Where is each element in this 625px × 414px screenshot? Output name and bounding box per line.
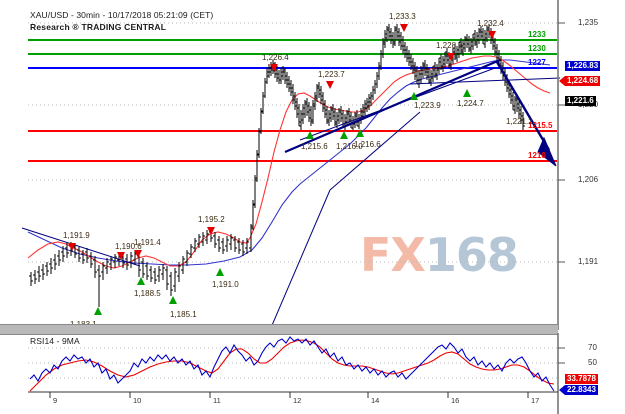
- rsi-tick-label: 70: [588, 343, 597, 352]
- marker-bear-1228-6-label: 1,228.6: [436, 41, 463, 50]
- projection-arrow-shaft: [495, 61, 551, 151]
- marker-bear-1195-2-triangle-icon: [207, 227, 215, 235]
- marker-bull-1216-0-label: 1,216.0: [336, 142, 363, 151]
- trend-lines: [21, 58, 561, 330]
- last-price-tag-value: 1,221.6: [565, 96, 596, 106]
- marker-bear-1191-9-label: 1,191.9: [63, 231, 90, 240]
- marker-bull-1215-6-label: 1,215.6: [301, 142, 328, 151]
- marker-bear-1226-4-triangle-icon: [270, 64, 278, 72]
- ma-fast-tag-value: 1,224.68: [565, 76, 601, 86]
- panel-separator: [0, 324, 558, 335]
- marker-bear-1195-2-label: 1,195.2: [198, 215, 225, 224]
- ma-slow-tag: 1,226.83: [565, 61, 601, 71]
- rising-support-line: [269, 189, 331, 330]
- marker-bear-1226-4-label: 1,226.4: [262, 53, 289, 62]
- rsi-ma-line: [29, 339, 555, 392]
- marker-bull-1223-9-triangle-icon: [410, 92, 418, 100]
- marker-bear-1191-9-triangle-icon: [68, 243, 76, 251]
- rsi-value-tag-value: 22.8343: [565, 385, 598, 395]
- rsi-value-tag: 22.8343: [559, 385, 598, 395]
- marker-bull-1216-6-label: 1,216.6: [354, 140, 381, 149]
- rsi-axis: [557, 333, 565, 414]
- last-price-tag: 1,221.6: [565, 96, 596, 106]
- rsi-ma-tag: 33.7878: [565, 374, 598, 384]
- x-axis-label: 10: [133, 396, 142, 405]
- marker-bear-1190-6-label: 1,190.6: [115, 242, 142, 251]
- channel-line: [409, 77, 561, 85]
- watermark-168: 168: [424, 228, 519, 282]
- x-axis-label: 17: [531, 396, 540, 405]
- fx168-watermark: FX168: [360, 228, 519, 282]
- ma-fast-tag-arrow-icon: [559, 76, 565, 86]
- price-tick-label: 1,191: [578, 257, 599, 266]
- price-chart-canvas: [21, 0, 565, 330]
- marker-bull-1191-0-label: 1,191.0: [212, 280, 239, 289]
- watermark-fx: FX: [360, 228, 426, 282]
- pivot-1227-label: 1227: [528, 58, 546, 67]
- marker-bear-1233-3-triangle-icon: [400, 24, 408, 32]
- x-axis-canvas: [28, 391, 558, 398]
- marker-bull-1188-5-label: 1,188.5: [134, 289, 161, 298]
- rsi-ma-tag-value: 33.7878: [565, 374, 598, 384]
- marker-bull-1185-1-triangle-icon: [169, 296, 177, 304]
- marker-bull-1215-6-triangle-icon: [306, 131, 314, 139]
- marker-bull-1188-5-triangle-icon: [137, 277, 145, 285]
- marker-bull-1185-1-label: 1,185.1: [170, 310, 197, 319]
- ma-slow-tag-value: 1,226.83: [565, 61, 601, 71]
- ma-fast-tag: 1,224.68: [559, 76, 601, 86]
- marker-bear-1232-4-label: 1,232.4: [477, 19, 504, 28]
- price-tick-label: 1,206: [578, 175, 599, 184]
- x-axis-label: 11: [213, 396, 221, 405]
- price-tick-label: 1,235: [578, 18, 599, 27]
- tc-level-lines: [28, 39, 557, 162]
- resistance-1230-label: 1230: [528, 44, 546, 53]
- marker-bear-1223-7-triangle-icon: [326, 81, 334, 89]
- marker-bull-1191-0-triangle-icon: [216, 268, 224, 276]
- rsi-title: RSI14 - 9MA: [30, 336, 80, 346]
- marker-bear-1232-4-triangle-icon: [488, 31, 496, 39]
- rsi-tick-label: 50: [588, 358, 597, 367]
- x-axis-label: 16: [451, 396, 460, 405]
- marker-bull-1216-6-triangle-icon: [356, 129, 364, 137]
- marker-bear-1191-4-label: 1,191.4: [134, 238, 161, 247]
- label-target-1221-2-label: 1,221.2: [506, 117, 533, 126]
- marker-bull-1183-1-triangle-icon: [94, 307, 102, 315]
- marker-bear-1228-6-triangle-icon: [447, 53, 455, 61]
- marker-bear-1233-3-label: 1,233.3: [389, 12, 416, 21]
- uptrend-line-inner: [299, 67, 496, 141]
- support-1215-5-label: 1215.5: [528, 121, 553, 130]
- chart-title: XAU/USD - 30min - 10/17/2018 05:21:09 (C…: [30, 10, 214, 20]
- price-bars: [29, 24, 525, 307]
- projection-arrow-head: [537, 136, 557, 167]
- rsi-line: [29, 336, 555, 392]
- marker-bull-1216-0-triangle-icon: [340, 131, 348, 139]
- marker-bull-1224-7-label: 1,224.7: [457, 99, 484, 108]
- x-axis-label: 14: [371, 396, 380, 405]
- marker-bull-1223-9-label: 1,223.9: [414, 101, 441, 110]
- resistance-1233-label: 1233: [528, 30, 546, 39]
- marker-bear-1191-4-triangle-icon: [134, 250, 142, 258]
- marker-bear-1190-6-triangle-icon: [117, 252, 125, 260]
- price-axis: [557, 0, 565, 330]
- rising-support-line-2: [329, 111, 421, 191]
- x-axis-label: 12: [293, 396, 302, 405]
- chart-subtitle: Research ® TRADING CENTRAL: [30, 22, 167, 32]
- ma-fast-line: [27, 55, 551, 269]
- support-1210-label: 1210: [528, 151, 546, 160]
- x-axis-label: 9: [53, 396, 58, 405]
- price-gridlines: [28, 22, 557, 263]
- rsi-value-tag-arrow-icon: [559, 385, 565, 395]
- marker-bear-1223-7-label: 1,223.7: [318, 70, 345, 79]
- marker-bull-1224-7-triangle-icon: [463, 89, 471, 97]
